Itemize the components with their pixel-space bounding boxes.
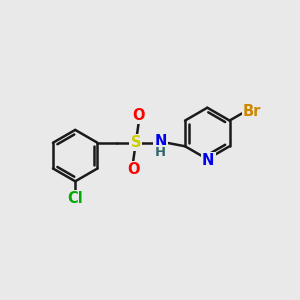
Text: N: N bbox=[154, 134, 167, 149]
Text: O: O bbox=[127, 162, 139, 177]
Text: H: H bbox=[155, 146, 166, 159]
Text: N: N bbox=[202, 154, 214, 169]
Text: Br: Br bbox=[243, 104, 261, 119]
Text: Cl: Cl bbox=[67, 191, 83, 206]
Text: S: S bbox=[130, 135, 141, 150]
Text: O: O bbox=[132, 108, 145, 123]
